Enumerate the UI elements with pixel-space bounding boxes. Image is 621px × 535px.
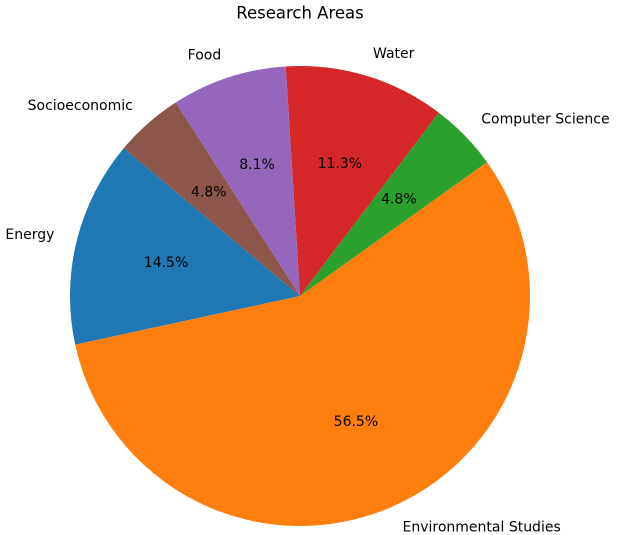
slice-label: Water: [373, 46, 415, 62]
chart-title: Research Areas: [236, 4, 364, 23]
slice-label: Energy: [5, 227, 54, 243]
percent-label: 11.3%: [318, 156, 362, 172]
percent-label: 56.5%: [334, 414, 378, 430]
pie-slice: [123, 102, 300, 296]
slice-label: Environmental Studies: [403, 519, 561, 535]
percent-label: 14.5%: [144, 255, 188, 271]
pie-slice: [175, 66, 300, 297]
slice-label: Food: [188, 48, 222, 64]
pie-slice: [70, 148, 300, 345]
pie-slice: [300, 112, 488, 297]
percent-label: 4.8%: [191, 184, 227, 200]
percent-label: 8.1%: [239, 157, 275, 173]
slice-label: Computer Science: [481, 111, 609, 127]
slice-label: Socioeconomic: [28, 98, 133, 114]
pie-slice: [75, 162, 531, 527]
percent-label: 4.8%: [381, 192, 417, 208]
pie-slice: [285, 66, 439, 296]
